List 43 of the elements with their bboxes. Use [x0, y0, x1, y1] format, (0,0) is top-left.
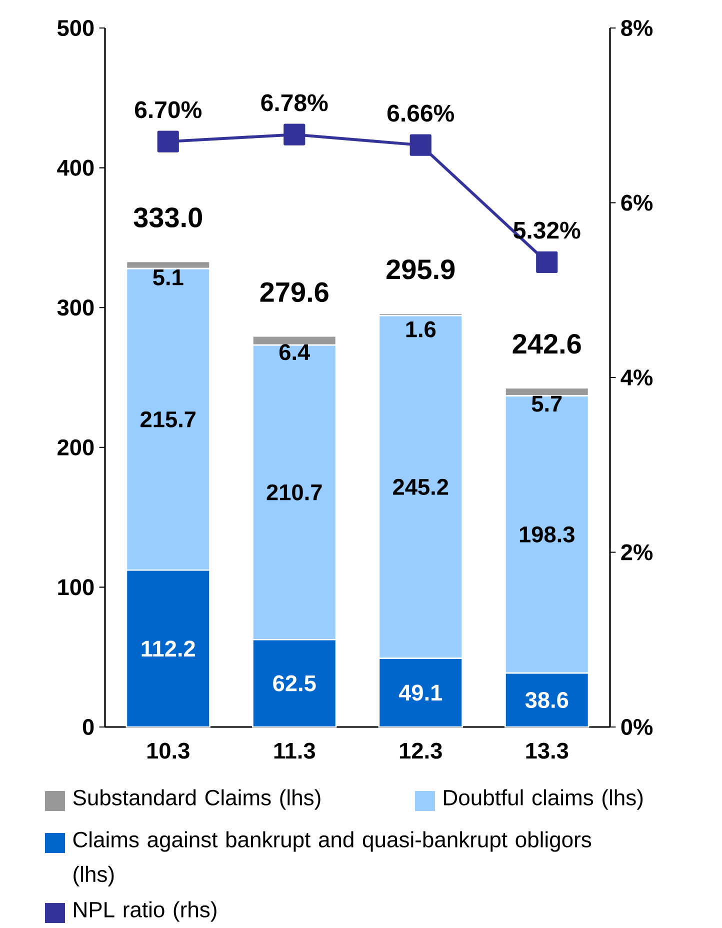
y2-tick-label: 2%	[621, 544, 652, 560]
data-label: 198.3	[520, 526, 574, 542]
legend-label: Claims against bankrupt and quasi-bankrupt obligors (lhs)	[73, 831, 591, 886]
data-label: 6.4	[279, 344, 310, 360]
point	[283, 124, 306, 146]
point	[536, 251, 558, 273]
legend-label: Substandard Claims (lhs)	[73, 789, 320, 810]
data-label: 5.7	[532, 396, 562, 412]
point	[410, 134, 432, 156]
data-label: 6.66%	[387, 104, 454, 122]
data-label: 1.6	[406, 321, 436, 338]
x-tick-label: 12.3	[400, 742, 442, 759]
y2-tick-label: 6%	[621, 194, 652, 211]
y-tick-label: 400	[56, 160, 94, 176]
legend-label: Doubtful claims (lhs)	[444, 789, 642, 810]
data-label: 49.1	[398, 684, 442, 701]
y-tick-label: 300	[57, 300, 94, 316]
legend-label: NPL ratio (rhs)	[74, 901, 216, 922]
data-label: 38.6	[525, 692, 568, 708]
data-label: 62.5	[273, 675, 316, 692]
data-label: 6.70%	[134, 101, 202, 118]
y2-tick-label: 0%	[621, 718, 652, 736]
x-tick-label: 11.3	[274, 742, 315, 759]
y-tick-label: 100	[58, 579, 94, 596]
y2-tick-label: 8%	[620, 20, 652, 36]
point	[157, 130, 179, 152]
data-label: 5.1	[152, 270, 184, 286]
data-label: 6.78%	[261, 94, 328, 112]
data-label: 245.2	[392, 478, 448, 495]
y-tick-label: 200	[57, 439, 94, 456]
data-label: 215.7	[140, 411, 196, 428]
total-label: 333.0	[134, 208, 202, 228]
y-tick-label: 0	[82, 718, 94, 736]
data-label: 112.2	[142, 640, 195, 656]
data-label: 210.7	[266, 484, 322, 500]
x-tick-label: 10.3	[147, 742, 190, 759]
data-label: 5.32%	[513, 222, 580, 239]
total-label: 279.6	[260, 282, 328, 302]
y2-tick-label: 4%	[620, 370, 652, 386]
x-tick-label: 13.3	[526, 742, 568, 759]
total-label: 295.9	[386, 259, 454, 280]
y-tick-label: 500	[57, 20, 94, 36]
total-label: 242.6	[512, 334, 581, 354]
